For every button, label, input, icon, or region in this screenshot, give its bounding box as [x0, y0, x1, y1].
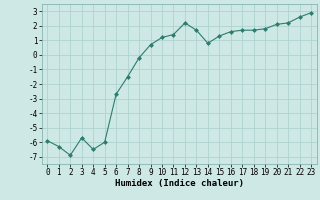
X-axis label: Humidex (Indice chaleur): Humidex (Indice chaleur): [115, 179, 244, 188]
